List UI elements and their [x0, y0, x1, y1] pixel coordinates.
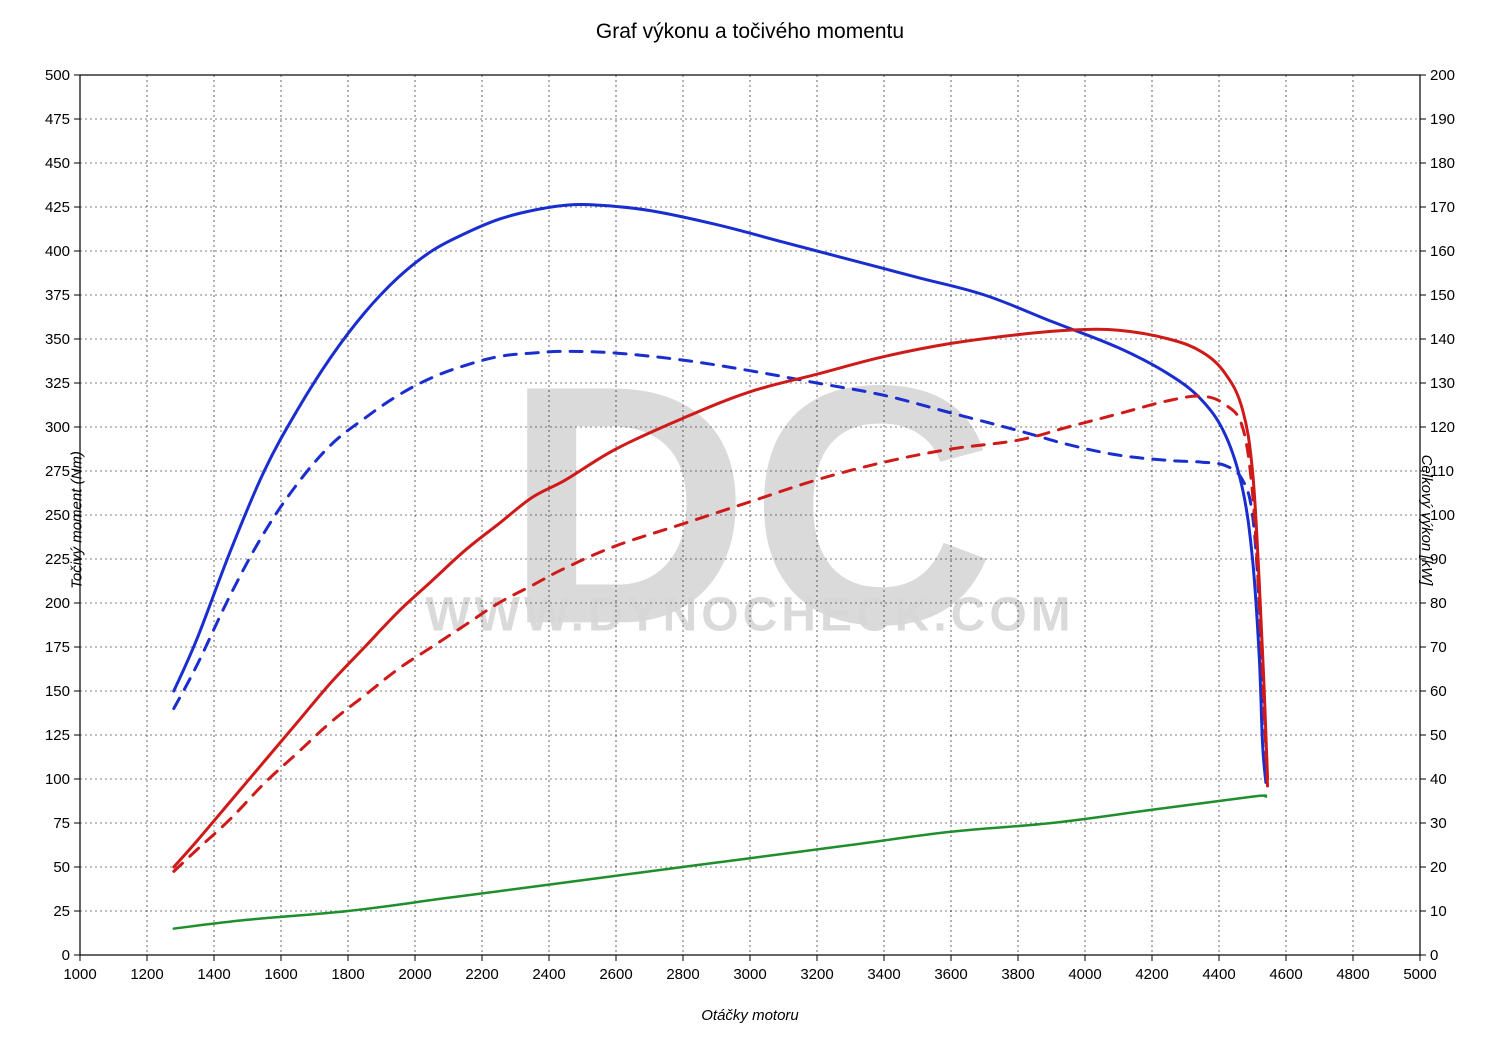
y-right-tick-label: 80 [1430, 595, 1447, 612]
y-left-tick-label: 75 [53, 815, 70, 832]
series-loss [174, 796, 1266, 929]
x-tick-label: 4000 [1068, 966, 1101, 983]
y-right-tick-label: 30 [1430, 815, 1447, 832]
x-tick-label: 2400 [532, 966, 565, 983]
y-left-tick-label: 25 [53, 903, 70, 920]
y-right-tick-label: 50 [1430, 727, 1447, 744]
y-right-tick-label: 160 [1430, 243, 1455, 260]
y-left-tick-label: 300 [45, 419, 70, 436]
y-left-tick-label: 500 [45, 67, 70, 84]
y-left-tick-label: 250 [45, 507, 70, 524]
chart-svg: DCWWW.DYNOCHECK.COM100012001400160018002… [0, 0, 1500, 1040]
x-tick-label: 4600 [1269, 966, 1302, 983]
y-right-tick-label: 10 [1430, 903, 1447, 920]
y-left-tick-label: 325 [45, 375, 70, 392]
x-tick-label: 3800 [1001, 966, 1034, 983]
x-tick-label: 3000 [733, 966, 766, 983]
x-tick-label: 4800 [1336, 966, 1369, 983]
x-tick-label: 2000 [398, 966, 431, 983]
y-left-tick-label: 100 [45, 771, 70, 788]
y-left-tick-label: 400 [45, 243, 70, 260]
y-right-tick-label: 60 [1430, 683, 1447, 700]
x-tick-label: 1000 [63, 966, 96, 983]
x-tick-label: 2800 [666, 966, 699, 983]
y-right-tick-label: 40 [1430, 771, 1447, 788]
y-left-tick-label: 150 [45, 683, 70, 700]
y-left-tick-label: 375 [45, 287, 70, 304]
y-left-tick-label: 200 [45, 595, 70, 612]
y-right-tick-label: 110 [1430, 463, 1454, 480]
y-right-tick-label: 200 [1430, 67, 1455, 84]
x-tick-label: 1600 [264, 966, 297, 983]
y-right-tick-label: 120 [1430, 419, 1455, 436]
y-left-tick-label: 425 [45, 199, 70, 216]
x-tick-label: 1200 [130, 966, 163, 983]
y-right-tick-label: 170 [1430, 199, 1455, 216]
x-tick-label: 4400 [1202, 966, 1235, 983]
y-left-tick-label: 50 [53, 859, 70, 876]
x-tick-label: 4200 [1135, 966, 1168, 983]
y-right-tick-label: 150 [1430, 287, 1455, 304]
x-tick-label: 3200 [800, 966, 833, 983]
chart-container: Graf výkonu a točivého momentu Točivý mo… [0, 0, 1500, 1040]
y-right-tick-label: 190 [1430, 111, 1455, 128]
x-tick-label: 2600 [599, 966, 632, 983]
y-right-tick-label: 130 [1430, 375, 1455, 392]
y-left-tick-label: 175 [45, 639, 70, 656]
x-tick-label: 3400 [867, 966, 900, 983]
x-tick-label: 2200 [465, 966, 498, 983]
y-right-tick-label: 90 [1430, 551, 1447, 568]
x-tick-label: 3600 [934, 966, 967, 983]
x-tick-label: 1400 [197, 966, 230, 983]
y-right-tick-label: 0 [1430, 947, 1438, 964]
y-left-tick-label: 350 [45, 331, 70, 348]
y-left-tick-label: 125 [45, 727, 70, 744]
grid: 1000120014001600180020002200240026002800… [45, 67, 1455, 983]
y-left-tick-label: 275 [45, 463, 70, 480]
x-tick-label: 1800 [331, 966, 364, 983]
y-left-tick-label: 0 [62, 947, 70, 964]
y-left-tick-label: 475 [45, 111, 70, 128]
y-right-tick-label: 140 [1430, 331, 1455, 348]
y-right-tick-label: 100 [1430, 507, 1455, 524]
y-right-tick-label: 20 [1430, 859, 1447, 876]
y-left-tick-label: 225 [45, 551, 70, 568]
y-right-tick-label: 70 [1430, 639, 1447, 656]
y-left-tick-label: 450 [45, 155, 70, 172]
y-right-tick-label: 180 [1430, 155, 1455, 172]
x-tick-label: 5000 [1403, 966, 1436, 983]
